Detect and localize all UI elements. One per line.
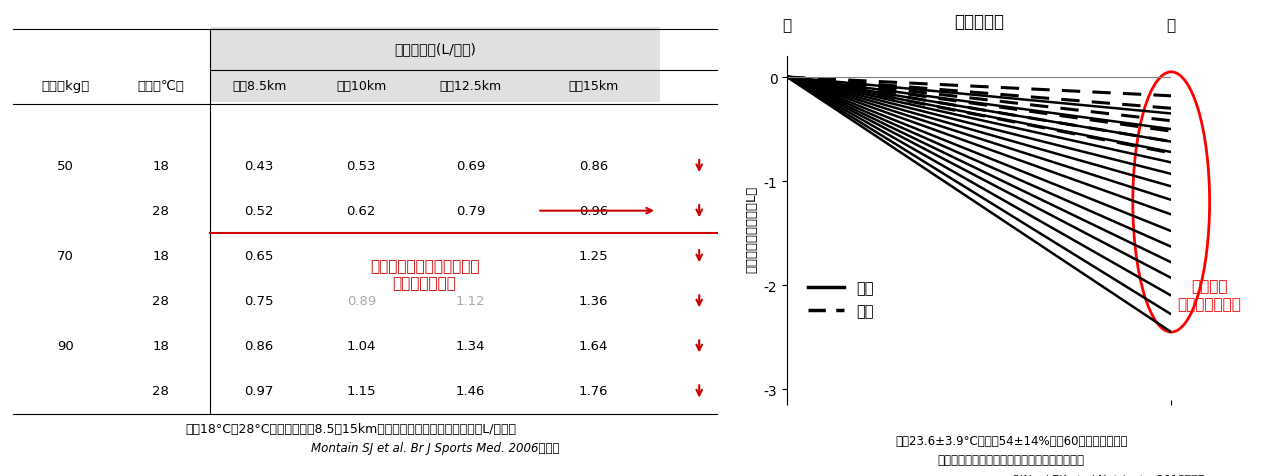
Text: 0.69: 0.69	[456, 160, 485, 173]
Text: 0.89: 0.89	[347, 295, 376, 307]
Text: 予測発汗量(L/時間): 予測発汗量(L/時間)	[394, 42, 476, 57]
Text: 0.52: 0.52	[244, 205, 274, 218]
Text: 50: 50	[58, 160, 74, 173]
Bar	[210, 71, 660, 103]
Text: 0.97: 0.97	[244, 385, 274, 397]
Text: 0.62: 0.62	[347, 205, 376, 218]
Text: 1.25: 1.25	[579, 250, 608, 263]
Text: 時速15km: 時速15km	[568, 79, 618, 92]
Text: 18: 18	[152, 250, 169, 263]
Text: 90: 90	[58, 340, 74, 353]
Text: 体重（kg）: 体重（kg）	[41, 79, 90, 92]
Legend: 男性, 女性: 男性, 女性	[803, 275, 879, 324]
Text: 1.04: 1.04	[347, 340, 376, 353]
Text: 1.76: 1.76	[579, 385, 608, 397]
Text: 0.86: 0.86	[244, 340, 274, 353]
Text: 0.65: 0.65	[244, 250, 274, 263]
Text: 前: 前	[782, 18, 792, 33]
Text: 時速12.5km: 時速12.5km	[439, 79, 502, 92]
Text: Montain SJ et al. Br J Sports Med. 2006より改: Montain SJ et al. Br J Sports Med. 2006よ…	[311, 441, 559, 455]
Text: 0.96: 0.96	[579, 205, 608, 218]
Text: 0.86: 0.86	[579, 160, 608, 173]
Y-axis label: 体の水分バランス（L）: 体の水分バランス（L）	[745, 185, 758, 272]
Title: ランニング: ランニング	[954, 13, 1005, 30]
Text: 28: 28	[152, 385, 169, 397]
Text: 体の水分量（発汗量・飲水量・尿量から算出）: 体の水分量（発汗量・飲水量・尿量から算出）	[938, 453, 1084, 466]
Text: 速さや気温によってかなり
発汗量は変わる: 速さや気温によってかなり 発汗量は変わる	[370, 258, 480, 290]
Text: 1.15: 1.15	[347, 385, 376, 397]
Text: 1.64: 1.64	[579, 340, 608, 353]
Bar	[210, 28, 660, 71]
Text: 18: 18	[152, 160, 169, 173]
Text: 1.34: 1.34	[456, 340, 485, 353]
Text: 時速8.5km: 時速8.5km	[232, 79, 287, 92]
Text: 0.43: 0.43	[244, 160, 274, 173]
Text: 気温（℃）: 気温（℃）	[137, 79, 184, 92]
Text: 1.36: 1.36	[579, 295, 608, 307]
Text: 発汗量は
個人差が大きい: 発汗量は 個人差が大きい	[1178, 279, 1242, 311]
Text: 0.79: 0.79	[456, 205, 485, 218]
Text: 気温23.6±3.9°C、湿度54±14%で約60分走行した際の: 気温23.6±3.9°C、湿度54±14%で約60分走行した際の	[895, 434, 1128, 447]
Text: 0.75: 0.75	[244, 295, 274, 307]
Text: 1.46: 1.46	[456, 385, 485, 397]
Text: 18: 18	[152, 340, 169, 353]
Text: 後: 後	[1166, 18, 1176, 33]
Text: 気温18°C、28°Cの気候で時速8.5〜15kmで走行したときの予測発汗量（L/時間）: 気温18°C、28°Cの気候で時速8.5〜15kmで走行したときの予測発汗量（L…	[186, 422, 516, 435]
Text: 70: 70	[58, 250, 74, 263]
Text: 1.12: 1.12	[456, 295, 485, 307]
Text: O'Neal EK et al.Nutrients. 2013より改: O'Neal EK et al.Nutrients. 2013より改	[1010, 474, 1204, 476]
Text: 28: 28	[152, 295, 169, 307]
Text: 時速10km: 時速10km	[337, 79, 387, 92]
Text: 28: 28	[152, 205, 169, 218]
Text: 0.53: 0.53	[347, 160, 376, 173]
